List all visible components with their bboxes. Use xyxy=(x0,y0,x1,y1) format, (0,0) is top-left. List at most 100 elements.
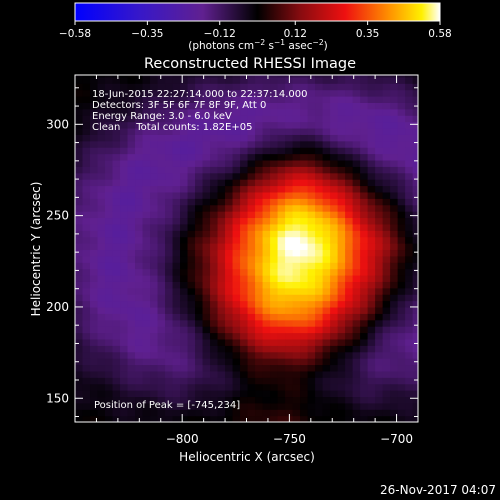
heatmap-cell xyxy=(195,140,204,148)
heatmap-cell xyxy=(240,249,249,257)
heatmap-cell xyxy=(90,351,99,359)
heatmap-cell xyxy=(382,383,391,391)
heatmap-cell xyxy=(150,243,159,251)
heatmap-cell xyxy=(300,294,309,302)
heatmap-cell xyxy=(225,76,234,84)
heatmap-cell xyxy=(97,153,106,161)
heatmap-cell xyxy=(262,338,271,346)
heatmap-cell xyxy=(232,159,241,167)
heatmap-cell xyxy=(390,364,399,372)
heatmap-cell xyxy=(367,147,376,155)
heatmap-cell xyxy=(382,294,391,302)
heatmap-cell xyxy=(82,281,91,289)
heatmap-cell xyxy=(82,153,91,161)
heatmap-cell xyxy=(337,172,346,180)
heatmap-cell xyxy=(180,102,189,110)
heatmap-cell xyxy=(187,204,196,212)
heatmap-cell xyxy=(172,351,181,359)
heatmap-cell xyxy=(277,281,286,289)
heatmap-cell xyxy=(172,377,181,385)
heatmap-cell xyxy=(112,102,121,110)
heatmap-cell xyxy=(285,274,294,282)
heatmap-cell xyxy=(307,268,316,276)
heatmap-cell xyxy=(90,75,99,78)
heatmap-cell xyxy=(97,326,106,334)
heatmap-cell xyxy=(172,166,181,174)
heatmap-cell xyxy=(412,364,418,372)
heatmap-cell xyxy=(165,147,174,155)
heatmap-cell xyxy=(300,332,309,340)
heatmap-cell xyxy=(247,377,256,385)
heatmap-cell xyxy=(412,121,418,129)
heatmap-cell xyxy=(217,319,226,327)
heatmap-cell xyxy=(382,191,391,199)
heatmap-cell xyxy=(375,230,384,238)
heatmap-cell xyxy=(120,306,129,314)
heatmap-cell xyxy=(315,83,324,91)
heatmap-cell xyxy=(330,153,339,161)
heatmap-cell xyxy=(97,96,106,103)
heatmap-cell xyxy=(255,108,264,116)
heatmap-cell xyxy=(187,402,196,410)
heatmap-cell xyxy=(285,147,294,155)
heatmap-cell xyxy=(97,211,106,219)
heatmap-cell xyxy=(292,338,301,346)
heatmap-cell xyxy=(397,319,406,327)
heatmap-cell xyxy=(412,383,418,391)
heatmap-cell xyxy=(217,358,226,366)
heatmap-cell xyxy=(97,108,106,116)
heatmap-cell xyxy=(240,313,249,321)
heatmap-cell xyxy=(217,287,226,295)
heatmap-cell xyxy=(397,383,406,391)
heatmap-cell xyxy=(90,370,99,378)
heatmap-cell xyxy=(367,390,376,398)
heatmap-cell xyxy=(345,102,354,110)
heatmap-cell xyxy=(225,211,234,219)
heatmap-cell xyxy=(120,313,129,321)
heatmap-cell xyxy=(270,191,279,199)
heatmap-cell xyxy=(150,383,159,391)
heatmap-cell xyxy=(390,415,399,422)
heatmap-cell xyxy=(337,243,346,251)
heatmap-cell xyxy=(262,294,271,302)
heatmap-cell xyxy=(240,172,249,180)
heatmap-cell xyxy=(240,383,249,391)
heatmap-cell xyxy=(322,147,331,155)
heatmap-cell xyxy=(277,402,286,410)
heatmap-cell xyxy=(135,319,144,327)
heatmap-cell xyxy=(157,351,166,359)
colorbar-tick-label: −0.35 xyxy=(131,28,163,40)
heatmap-cell xyxy=(195,96,204,103)
heatmap-cell xyxy=(82,211,91,219)
heatmap-cell xyxy=(210,262,219,270)
heatmap-cell xyxy=(217,121,226,129)
heatmap-cell xyxy=(292,390,301,398)
heatmap-cell xyxy=(202,255,211,263)
heatmap-cell xyxy=(300,230,309,238)
heatmap-cell xyxy=(345,159,354,167)
heatmap-cell xyxy=(187,166,196,174)
heatmap-cell xyxy=(75,383,84,391)
heatmap-cell xyxy=(292,326,301,334)
heatmap-cell xyxy=(292,172,301,180)
heatmap-cell xyxy=(172,179,181,187)
heatmap-cell xyxy=(180,217,189,225)
heatmap-cell xyxy=(367,96,376,103)
heatmap-cell xyxy=(390,127,399,135)
heatmap-cell xyxy=(82,294,91,302)
heatmap-cell xyxy=(210,396,219,404)
heatmap-cell xyxy=(345,268,354,276)
heatmap-cell xyxy=(390,319,399,327)
heatmap-cell xyxy=(270,415,279,422)
heatmap-cell xyxy=(405,223,414,231)
heatmap-cell xyxy=(360,96,369,103)
heatmap-cell xyxy=(187,268,196,276)
heatmap-cell xyxy=(135,294,144,302)
heatmap-cell xyxy=(405,134,414,142)
heatmap-image xyxy=(75,75,418,422)
heatmap-cell xyxy=(405,268,414,276)
heatmap-cell xyxy=(247,313,256,321)
heatmap-cell xyxy=(97,179,106,187)
heatmap-cell xyxy=(330,255,339,263)
